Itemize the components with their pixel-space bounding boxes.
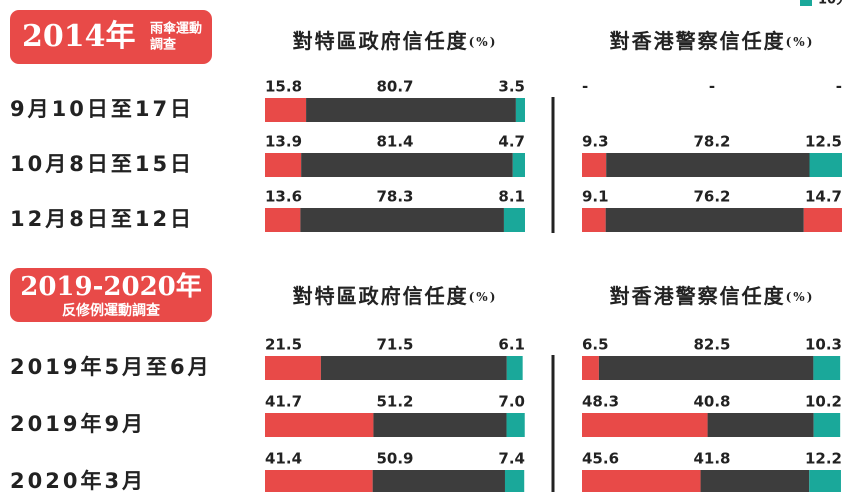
row-label: 2020年3月 bbox=[10, 469, 146, 492]
bar-segment bbox=[301, 153, 513, 177]
value-label: 8.1 bbox=[498, 188, 525, 206]
value-label: 7.4 bbox=[498, 450, 525, 468]
value-label: 40.8 bbox=[693, 393, 730, 411]
value-label: 12.2 bbox=[805, 450, 842, 468]
value-label: - bbox=[836, 78, 842, 96]
bar-segment bbox=[813, 356, 841, 380]
row-label: 9月10日至17日 bbox=[10, 97, 194, 121]
bar-segment bbox=[606, 153, 810, 177]
value-label: - bbox=[582, 78, 588, 96]
bar-segment bbox=[320, 356, 507, 380]
row-label: 2019年5月至6月 bbox=[10, 355, 212, 379]
value-label: 7.0 bbox=[498, 393, 525, 411]
title-text: 對香港警察信任度 bbox=[610, 29, 786, 53]
value-label: - bbox=[709, 78, 715, 96]
value-label: 3.5 bbox=[498, 78, 525, 96]
bar-segment bbox=[512, 153, 525, 177]
value-label: 76.2 bbox=[693, 188, 730, 206]
title-text: 對香港警察信任度 bbox=[610, 284, 786, 308]
bar-segment bbox=[300, 208, 504, 232]
bar-segment bbox=[306, 98, 516, 122]
badge-note: 雨傘運動 bbox=[150, 21, 202, 37]
bar-segment bbox=[582, 208, 606, 232]
legend-swatch bbox=[800, 0, 812, 6]
value-label: 15.8 bbox=[265, 78, 302, 96]
legend-label: 10分 bbox=[818, 0, 842, 8]
bar-segment bbox=[372, 470, 505, 492]
bar-segment bbox=[265, 413, 374, 437]
badge-title: 2019-2020年 bbox=[20, 271, 202, 302]
bar-segment bbox=[809, 470, 841, 492]
value-label: 81.4 bbox=[376, 133, 413, 151]
bar-segment bbox=[503, 208, 525, 232]
value-label: 41.7 bbox=[265, 393, 302, 411]
value-label: 41.4 bbox=[265, 450, 302, 468]
bar-segment bbox=[373, 413, 507, 437]
value-label: 12.5 bbox=[805, 133, 842, 151]
value-label: 13.6 bbox=[265, 188, 302, 206]
bar-segment bbox=[700, 470, 810, 492]
value-label: 51.2 bbox=[376, 393, 413, 411]
bar-segment bbox=[809, 153, 842, 177]
badge-note: 調查 bbox=[150, 37, 177, 53]
bar-segment bbox=[813, 413, 841, 437]
bar-segment bbox=[582, 153, 607, 177]
badge-title: 2014年 bbox=[22, 19, 136, 54]
chart-title: 對特區政府信任度(%) bbox=[293, 29, 498, 53]
bar-segment bbox=[506, 356, 523, 380]
value-label: 9.3 bbox=[582, 133, 609, 151]
badge-bg bbox=[10, 10, 212, 64]
value-label: 45.6 bbox=[582, 450, 619, 468]
value-label: 82.5 bbox=[693, 336, 730, 354]
value-label: 78.3 bbox=[376, 188, 413, 206]
chart-title: 對特區政府信任度(%) bbox=[293, 284, 498, 308]
bar-segment bbox=[707, 413, 814, 437]
badge-bg bbox=[10, 268, 212, 322]
title-text: 對特區政府信任度 bbox=[293, 284, 469, 308]
bar-segment bbox=[582, 413, 708, 437]
chart-title: 對香港警察信任度(%) bbox=[610, 284, 815, 308]
title-text: 對特區政府信任度 bbox=[293, 29, 469, 53]
title-unit: (%) bbox=[786, 290, 815, 304]
row-label: 2019年9月 bbox=[10, 412, 146, 436]
value-label: 4.7 bbox=[498, 133, 525, 151]
bar-segment bbox=[605, 208, 804, 232]
bar-segment bbox=[582, 356, 599, 380]
bar-segment bbox=[265, 98, 307, 122]
bar-segment bbox=[582, 470, 701, 492]
title-unit: (%) bbox=[469, 290, 498, 304]
bar-segment bbox=[506, 413, 525, 437]
value-label: 6.1 bbox=[498, 336, 525, 354]
value-label: 21.5 bbox=[265, 336, 302, 354]
value-label: 78.2 bbox=[693, 133, 730, 151]
value-label: 10.3 bbox=[805, 336, 842, 354]
value-label: 13.9 bbox=[265, 133, 302, 151]
bar-segment bbox=[803, 208, 842, 232]
row-label: 12月8日至12日 bbox=[10, 207, 194, 231]
bar-segment bbox=[504, 470, 525, 492]
bar-segment bbox=[265, 356, 321, 380]
value-label: 41.8 bbox=[693, 450, 730, 468]
bar-segment bbox=[265, 153, 302, 177]
value-label: 50.9 bbox=[376, 450, 413, 468]
bar-segment bbox=[598, 356, 814, 380]
title-unit: (%) bbox=[469, 35, 498, 49]
value-label: 9.1 bbox=[582, 188, 609, 206]
value-label: 48.3 bbox=[582, 393, 619, 411]
bar-segment bbox=[265, 470, 373, 492]
chart-title: 對香港警察信任度(%) bbox=[610, 29, 815, 53]
bar-segment bbox=[265, 208, 301, 232]
value-label: 71.5 bbox=[376, 336, 413, 354]
value-label: 10.2 bbox=[805, 393, 842, 411]
title-unit: (%) bbox=[786, 35, 815, 49]
row-label: 10月8日至15日 bbox=[10, 152, 194, 176]
value-label: 14.7 bbox=[805, 188, 842, 206]
value-label: 6.5 bbox=[582, 336, 609, 354]
badge-note: 反修例運動調查 bbox=[62, 302, 161, 319]
value-label: 80.7 bbox=[376, 78, 413, 96]
bar-segment bbox=[515, 98, 525, 122]
